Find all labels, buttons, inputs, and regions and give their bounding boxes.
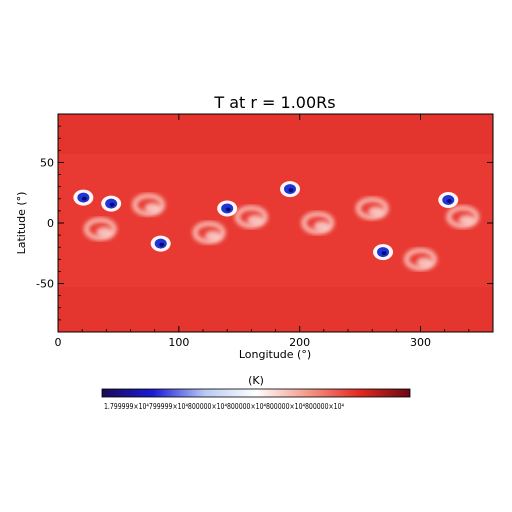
y-axis-label: Latitude (°) bbox=[15, 192, 28, 255]
warm-loop-core bbox=[205, 230, 222, 241]
warm-loop bbox=[404, 247, 437, 271]
colorbar-title: (K) bbox=[248, 374, 264, 387]
cool-spot-center bbox=[288, 188, 294, 193]
warm-loop-core bbox=[96, 227, 113, 238]
warm-loop-core bbox=[458, 214, 475, 225]
warm-loop-core bbox=[313, 221, 330, 231]
warm-loop bbox=[192, 221, 226, 245]
warm-loop bbox=[355, 196, 389, 220]
temperature-field-features bbox=[58, 114, 493, 332]
warm-loop bbox=[234, 205, 268, 229]
cool-spot-center bbox=[81, 196, 87, 201]
cool-spot-center bbox=[225, 207, 231, 212]
warm-loop bbox=[132, 193, 166, 217]
polar-shade bbox=[58, 287, 493, 332]
warm-loop bbox=[301, 211, 335, 235]
y-tick-label: 50 bbox=[40, 156, 54, 169]
colorbar-tick-labels: 1.799999×10⁴799999×10⁴800000×10⁴800000×1… bbox=[104, 402, 344, 411]
x-tick-label: 0 bbox=[55, 336, 62, 349]
x-tick-label: 200 bbox=[289, 336, 310, 349]
x-tick-label: 100 bbox=[168, 336, 189, 349]
cool-spot-center bbox=[446, 198, 452, 203]
x-tick-label: 300 bbox=[410, 336, 431, 349]
cool-spot-center bbox=[109, 202, 115, 207]
plot-area bbox=[58, 114, 493, 332]
y-tick-label: -50 bbox=[36, 278, 54, 291]
warm-loop-core bbox=[144, 202, 161, 213]
warm-loop bbox=[446, 205, 480, 229]
colorbar bbox=[101, 388, 411, 398]
x-axis-label: Longitude (°) bbox=[239, 348, 311, 361]
y-tick-label: 0 bbox=[47, 217, 54, 230]
warm-loop-core bbox=[416, 257, 433, 268]
warm-loop bbox=[83, 217, 117, 241]
cool-spot-center bbox=[381, 251, 387, 256]
temperature-field-background bbox=[58, 114, 493, 332]
warm-loop-core bbox=[368, 206, 385, 217]
axes: 0 100 200 300 50 0 -50 bbox=[36, 114, 493, 349]
cool-spot-center bbox=[159, 242, 165, 247]
polar-shade bbox=[58, 114, 493, 154]
chart-title: T at r = 1.00Rs bbox=[213, 93, 335, 112]
warm-loop-core bbox=[247, 214, 264, 225]
